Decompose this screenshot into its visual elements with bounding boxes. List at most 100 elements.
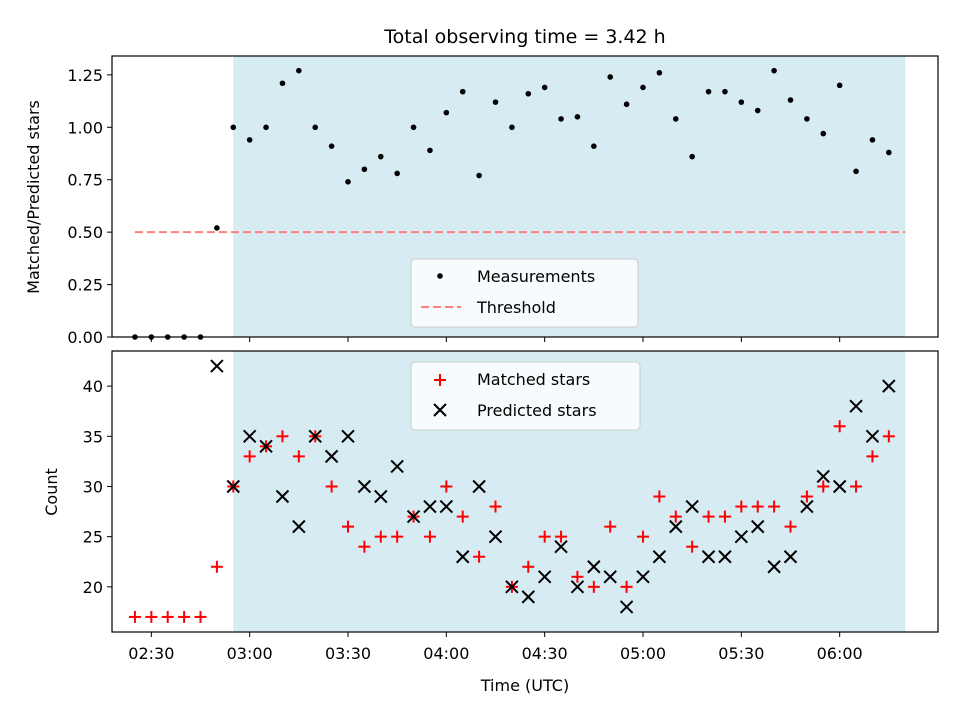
matched-star-point (145, 610, 158, 623)
bottom-y-tick-label: 20 (83, 578, 103, 597)
measurement-point (263, 124, 269, 131)
chart-title: Total observing time = 3.42 h (383, 26, 665, 48)
predicted-star-point (406, 509, 421, 524)
predicted-star-point (570, 580, 585, 594)
measurement-point (541, 84, 548, 91)
matched-star-point (702, 510, 715, 523)
top-y-axis-label: Matched/Predicted stars (24, 100, 43, 294)
measurement-point (754, 107, 761, 114)
matched-star-point (243, 450, 256, 463)
matched-star-point (751, 500, 764, 513)
matched-star-point (440, 480, 453, 493)
measurement-point (230, 124, 237, 131)
measurement-point (328, 143, 335, 149)
measurement-point (787, 97, 794, 103)
predicted-star-point (800, 499, 814, 514)
matched-star-point (423, 530, 436, 543)
matched-star-point (325, 480, 338, 493)
top-y-tick-label: 0.75 (67, 171, 103, 190)
matched-star-point (473, 550, 486, 563)
predicted-star-point (587, 560, 601, 574)
measurement-point (214, 225, 220, 231)
matched-star-point (178, 610, 191, 623)
predicted-star-point (324, 449, 339, 464)
measurement-point (476, 172, 482, 179)
bottom-panel: 20 25 30 35 40 02:30 03:00 03:30 04:00 04:30 05:0… (42, 350, 939, 695)
predicted-star-point (832, 479, 847, 494)
measurement-point (558, 116, 564, 122)
predicted-star-point (308, 429, 322, 444)
legend-matched-marker (434, 374, 446, 386)
measurement-point (525, 90, 532, 97)
predicted-star-point (456, 550, 470, 564)
bottom-y-axis-label: Count (42, 468, 61, 516)
x-tick-label: 03:00 (227, 644, 273, 663)
measurement-point (672, 116, 679, 122)
matched-star-point (276, 430, 289, 443)
matched-star-point (718, 510, 731, 523)
matched-star-point (800, 490, 813, 503)
matched-star-point (850, 480, 863, 493)
top-y-tick-label: 0.25 (67, 276, 103, 295)
measurement-point (705, 88, 712, 95)
measurements-series (132, 67, 892, 340)
measurement-point (591, 143, 597, 149)
predicted-star-point (669, 519, 683, 534)
measurement-point (804, 116, 810, 122)
measurement-point (738, 99, 745, 105)
predicted-star-point (882, 379, 896, 393)
measurement-point (836, 82, 843, 89)
predicted-star-point (652, 550, 667, 564)
measurement-point (443, 109, 450, 116)
predicted-star-point (242, 429, 257, 444)
predicted-star-point (619, 600, 634, 614)
predicted-star-point (734, 529, 749, 544)
predicted-star-point (488, 529, 503, 544)
matched-star-point (391, 530, 404, 543)
measurement-point (279, 80, 286, 87)
measurement-point (492, 99, 499, 105)
bottom-y-tick-label: 30 (83, 477, 103, 496)
matched-star-point (456, 510, 469, 523)
predicted-star-point (865, 429, 880, 444)
predicted-stars-series (210, 359, 896, 614)
x-tick-label: 06:00 (817, 644, 863, 663)
predicted-star-point (685, 499, 699, 514)
predicted-star-point (439, 499, 454, 514)
predicted-star-point (718, 550, 732, 564)
matched-star-point (571, 570, 584, 583)
matched-star-point (735, 500, 748, 513)
matched-star-point (784, 520, 797, 533)
matched-star-point (555, 530, 568, 543)
predicted-star-point (292, 519, 306, 534)
measurement-point (459, 88, 466, 95)
measurement-point (345, 179, 351, 185)
matched-star-point (653, 490, 666, 503)
measurement-point (509, 124, 515, 131)
matched-star-point (194, 610, 207, 623)
predicted-star-point (472, 479, 486, 494)
legend-measurements-label: Measurements (477, 267, 595, 286)
x-tick-label: 04:30 (522, 644, 568, 663)
predicted-star-point (554, 539, 568, 554)
legend-predicted-label: Predicted stars (477, 401, 597, 420)
legend-measurements-marker (437, 273, 443, 279)
bottom-legend-box (410, 361, 641, 431)
top-y-tick-label: 1.25 (67, 66, 103, 85)
matched-star-point (538, 530, 551, 543)
matched-star-point (620, 580, 633, 593)
predicted-star-point (816, 469, 830, 484)
bottom-y-ticks: 20 25 30 35 40 (83, 377, 112, 597)
matched-star-point (866, 450, 879, 463)
top-y-tick-label: 0.00 (67, 328, 103, 347)
matched-star-point (669, 510, 682, 523)
x-tick-label: 02:30 (128, 644, 174, 663)
measurement-point (640, 84, 646, 91)
predicted-star-point (783, 550, 798, 564)
predicted-star-point (701, 550, 716, 564)
legend-threshold-label: Threshold (476, 298, 556, 317)
predicted-star-point (849, 399, 863, 413)
measurement-point (771, 67, 777, 74)
top-legend-box (410, 258, 639, 328)
predicted-star-point (603, 570, 617, 584)
